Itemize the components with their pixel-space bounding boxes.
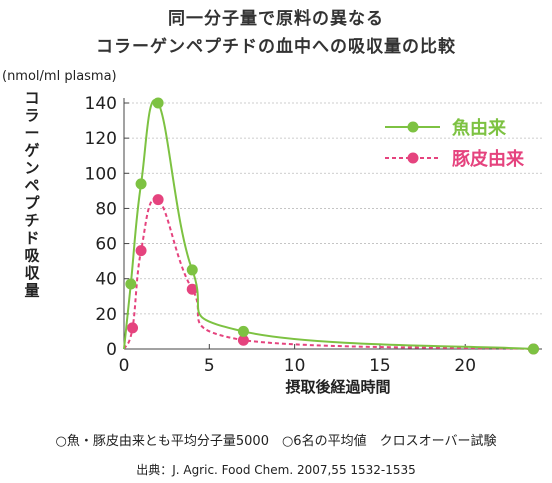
series-line [123,197,534,350]
y-axis-label-char: ド [24,229,39,247]
y-tick-label: 100 [85,164,117,184]
data-point [125,278,137,290]
x-tick-label: 10 [284,356,306,376]
x-tick-label: 5 [204,356,215,376]
y-tick-label: 0 [106,340,117,360]
y-axis-label-char: ー [24,124,39,142]
data-point [186,283,198,295]
grid-lines [124,102,542,315]
legend-label: 魚由来 [452,117,507,139]
legend-marker [407,121,419,133]
data-point [237,334,249,346]
x-axis-label: 摂取後経過時間 [285,378,390,396]
data-point [135,178,147,190]
series-line [123,99,534,350]
data-point [152,97,164,109]
y-tick-label: 60 [95,235,117,255]
chart-title-line2: コラーゲンペプチドの血中への吸収量の比較 [96,37,456,57]
y-axis-label-char: コ [24,89,39,107]
x-tick-label: 0 [119,356,130,376]
y-axis-label-char: ゲ [24,142,39,160]
series-group [123,97,539,355]
y-axis-label-char: 収 [24,264,40,282]
y-axis-label-char: 量 [24,282,39,300]
y-axis-label-char: ラ [24,107,39,125]
y-tick-label: 140 [85,94,117,114]
x-tick-label: 20 [454,356,476,376]
source-citation: 出典：J. Agric. Food Chem. 2007,55 1532-153… [136,463,416,477]
data-point [186,264,198,276]
y-unit-label: (nmol/ml plasma) [2,69,117,84]
chart-title-line1: 同一分子量で原料の異なる [168,9,384,29]
legend-marker [407,152,419,164]
x-tick-label: 15 [369,356,391,376]
y-axis-label-char: 吸 [24,247,40,265]
tick-labels: 0 20 40 60 80 100 120 140 0 5 10 15 20 [85,94,476,376]
y-axis-label-char: ン [24,159,39,177]
data-point [527,343,539,355]
data-point [152,194,164,206]
y-tick-label: 40 [95,270,117,290]
y-axis-label-char: プ [24,194,40,212]
data-point [237,325,249,337]
y-tick-label: 20 [95,305,117,325]
data-point [135,245,147,257]
legend-label: 豚皮由来 [452,148,525,170]
y-tick-label: 80 [95,199,117,219]
y-axis-label-char: ペ [24,177,39,195]
y-tick-label: 120 [85,129,117,149]
footnote: ○魚・豚皮由来とも平均分子量5000 ○6名の平均値 クロスオーバー試験 [55,434,497,449]
y-axis-label-char: チ [24,212,39,230]
data-point [127,322,139,334]
